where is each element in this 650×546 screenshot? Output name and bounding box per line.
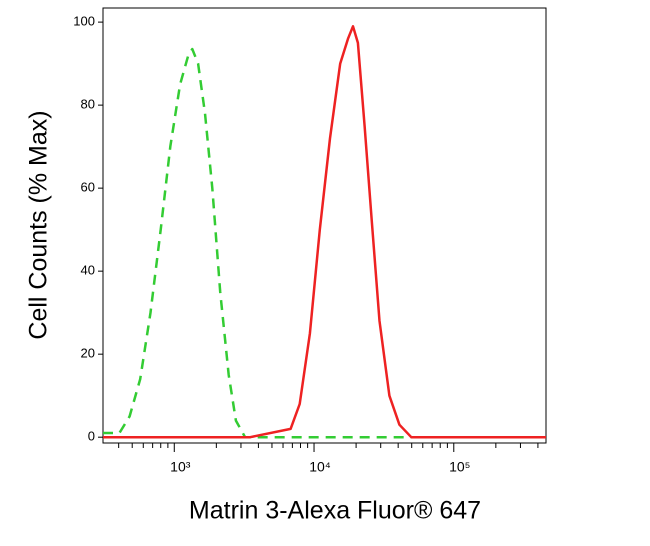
histogram-line [103, 25, 546, 439]
y-tick-label: 0 [88, 429, 95, 444]
y-tick-label: 60 [81, 180, 95, 195]
y-tick-label: 20 [81, 346, 95, 361]
y-tick-label: 100 [73, 14, 95, 29]
y-tick-label: 80 [81, 97, 95, 112]
x-axis-label: Matrin 3-Alexa Fluor® 647 [189, 497, 481, 525]
y-tick-label: 40 [81, 263, 95, 278]
x-tick-label: 10⁴ [309, 459, 331, 475]
x-tick-label: 10³ [170, 459, 191, 475]
y-axis-label: Cell Counts (% Max) [25, 110, 53, 339]
plot-frame [102, 7, 547, 444]
x-tick-label: 10⁵ [449, 459, 470, 475]
histogram-line [103, 47, 546, 439]
